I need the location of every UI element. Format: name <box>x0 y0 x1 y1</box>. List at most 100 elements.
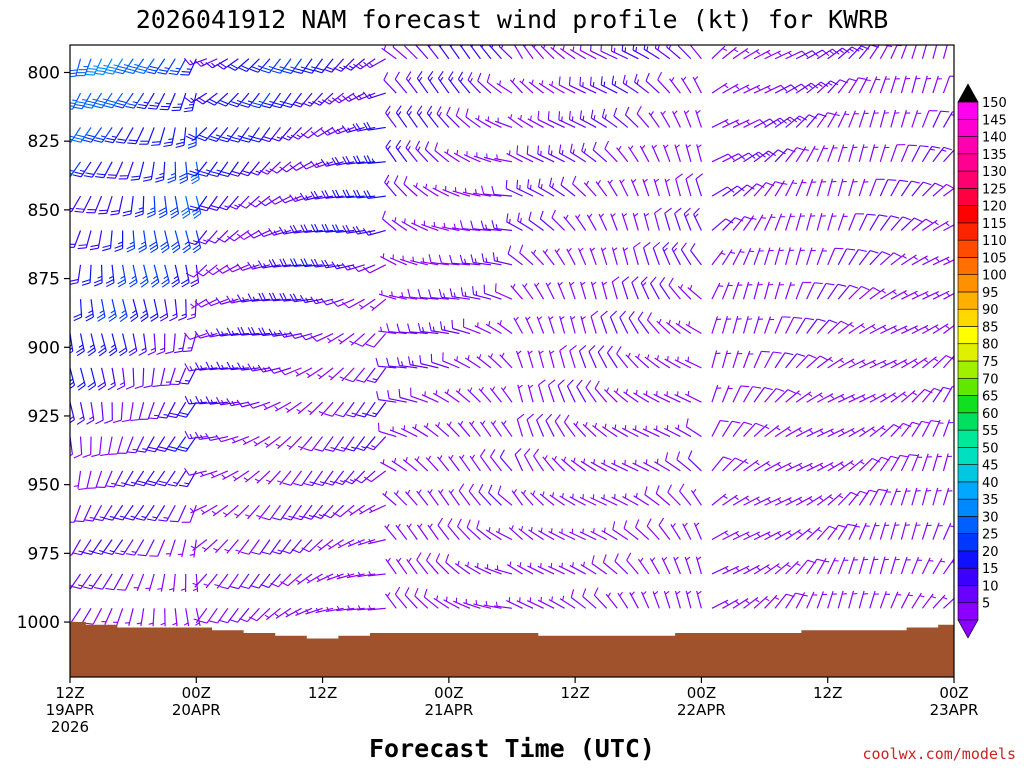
wind-barb-feather <box>356 379 365 383</box>
wind-barb-half-feather <box>131 309 137 314</box>
wind-barb <box>858 323 877 335</box>
wind-barb-staff <box>732 152 749 163</box>
wind-barb <box>721 350 732 369</box>
wind-barb-feather <box>104 517 113 521</box>
wind-barb-feather <box>568 110 571 120</box>
wind-barb <box>183 58 208 66</box>
wind-barb-half-feather <box>305 578 311 582</box>
x-tick-label: 12Z <box>813 684 842 702</box>
wind-barb-feather <box>104 419 113 424</box>
wind-barb <box>282 58 303 74</box>
wind-barb <box>124 608 134 626</box>
wind-barb <box>264 607 281 621</box>
wind-barb <box>774 462 793 472</box>
wind-barb-feather <box>810 82 819 89</box>
wind-barb-feather <box>128 347 137 354</box>
wind-barb <box>732 598 750 609</box>
wind-barb-staff <box>243 229 260 241</box>
wind-barb <box>247 401 271 409</box>
wind-barb <box>457 420 471 437</box>
wind-barb-feather <box>795 592 804 596</box>
wind-barb-feather <box>258 292 264 302</box>
wind-barb <box>600 310 608 334</box>
wind-barb <box>444 148 460 163</box>
wind-barb <box>391 217 408 231</box>
wind-barb <box>732 315 742 334</box>
wind-barb <box>643 390 660 403</box>
colorbar-swatch <box>957 136 979 155</box>
colorbar-swatch <box>957 153 979 172</box>
wind-barb <box>763 281 774 300</box>
wind-barb-staff <box>869 456 883 472</box>
wind-barb <box>190 298 208 310</box>
wind-barb-feather <box>727 186 735 193</box>
wind-barb-half-feather <box>382 459 385 464</box>
wind-barb <box>858 556 869 575</box>
wind-barb-staff <box>890 180 901 197</box>
wind-barb-feather <box>600 310 608 317</box>
wind-barb <box>663 144 671 162</box>
wind-barb <box>159 299 169 322</box>
wind-barb-staff <box>911 218 927 231</box>
wind-barb <box>654 207 662 231</box>
wind-barb-feather <box>85 313 94 319</box>
wind-barb <box>858 287 881 300</box>
wind-barb <box>268 292 292 302</box>
wind-barb-staff <box>189 470 207 476</box>
wind-barb-half-feather <box>808 497 813 502</box>
wind-barb-feather <box>289 225 295 234</box>
wind-barb-staff <box>157 539 166 557</box>
wind-barb-half-feather <box>319 481 325 484</box>
wind-barb <box>84 608 103 625</box>
wind-barb-feather <box>779 117 788 124</box>
wind-barb-half-feather <box>547 282 552 287</box>
wind-barb-staff <box>591 563 608 575</box>
x-tick-label: 00Z <box>434 684 463 702</box>
wind-barb-feather <box>634 73 638 83</box>
wind-barb <box>650 276 660 300</box>
wind-barb-feather <box>447 518 453 527</box>
wind-barb-half-feather <box>242 365 246 370</box>
colorbar-swatch <box>957 481 979 500</box>
wind-barb-feather <box>70 102 76 105</box>
wind-barb-half-feather <box>467 561 470 567</box>
wind-barb <box>711 218 734 231</box>
wind-barb <box>837 523 857 540</box>
wind-barb <box>837 178 847 197</box>
wind-barb-half-feather <box>581 316 586 320</box>
wind-barb-feather <box>149 104 159 107</box>
wind-barb-feather <box>459 220 464 229</box>
wind-barb-half-feather <box>184 379 190 382</box>
wind-barb <box>607 179 618 197</box>
wind-barb-half-feather <box>418 76 423 82</box>
wind-barb-half-feather <box>142 309 147 314</box>
wind-barb-half-feather <box>199 434 204 440</box>
wind-barb-feather <box>230 586 239 590</box>
wind-barb-feather <box>665 452 669 461</box>
wind-barb-feather <box>395 139 402 148</box>
wind-barb-half-feather <box>103 64 109 67</box>
wind-barb <box>732 184 755 197</box>
wind-barb-half-feather <box>624 425 627 430</box>
wind-barb <box>600 247 608 266</box>
wind-barb-feather <box>236 233 245 240</box>
wind-barb-half-feather <box>724 601 729 606</box>
wind-barb <box>310 190 334 200</box>
wind-barb-staff <box>664 213 671 231</box>
wind-barb-half-feather <box>340 446 346 450</box>
wind-barb-staff <box>619 317 629 334</box>
wind-barb <box>806 526 822 541</box>
y-tick-label: 950 <box>28 476 60 496</box>
wind-barb <box>395 523 408 540</box>
wind-barb-staff <box>426 559 439 575</box>
wind-barb-feather <box>273 67 283 72</box>
wind-barb <box>795 281 812 300</box>
wind-barb-half-feather <box>685 213 690 218</box>
wind-barb <box>219 127 239 143</box>
wind-barb <box>481 185 502 197</box>
wind-barb-feather <box>559 345 567 351</box>
wind-barb-feather <box>272 105 281 109</box>
wind-barb <box>692 76 702 94</box>
wind-barb <box>858 76 871 94</box>
wind-barb-half-feather <box>265 479 271 483</box>
